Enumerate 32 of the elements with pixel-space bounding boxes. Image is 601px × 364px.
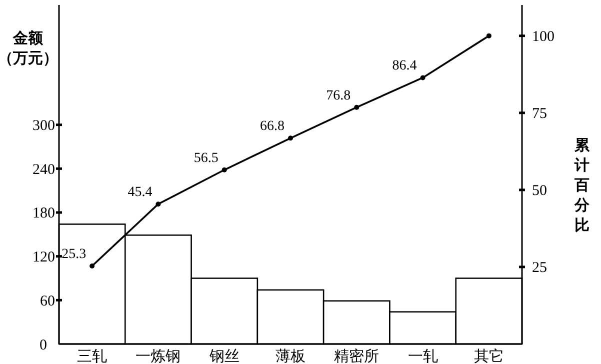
- y2-axis-title: 累计百分比: [574, 137, 590, 234]
- y-tick-label: 180: [32, 206, 55, 222]
- data-label: 76.8: [326, 88, 351, 104]
- y2-tick-label: 75: [532, 106, 547, 122]
- y2-tick-label: 25: [532, 260, 547, 276]
- x-tick-label: 其它: [474, 348, 504, 364]
- point: [354, 104, 360, 110]
- data-label: 66.8: [260, 119, 284, 134]
- x-tick-label: 一轧: [408, 348, 438, 364]
- x-tick-label: 一炼钢: [136, 348, 181, 364]
- x-tick-label: 钢丝: [208, 348, 240, 364]
- y-tick-label: 0: [40, 337, 47, 354]
- y-tick-label: 300: [32, 118, 55, 134]
- x-tick-label: 薄板: [276, 348, 306, 364]
- x-tick-label: 精密所: [334, 348, 380, 364]
- point: [288, 136, 293, 141]
- y-tick-label: 120: [32, 250, 55, 266]
- data-label: 45.4: [128, 185, 152, 200]
- data-label: 25.3: [62, 247, 86, 262]
- x-tick-label: 三轧: [77, 348, 108, 364]
- point: [486, 33, 492, 38]
- y2-tick-label: 100: [532, 29, 554, 46]
- data-label: 56.5: [194, 150, 218, 166]
- point: [90, 264, 95, 269]
- point: [420, 75, 426, 80]
- data-label: 86.4: [392, 58, 417, 74]
- y-tick-label: 240: [32, 162, 55, 178]
- y-axis-title: 金额（万元）: [0, 29, 58, 67]
- y-tick-label: 60: [40, 293, 55, 310]
- point: [156, 202, 161, 207]
- y2-tick-label: 50: [532, 183, 547, 200]
- point: [222, 167, 227, 172]
